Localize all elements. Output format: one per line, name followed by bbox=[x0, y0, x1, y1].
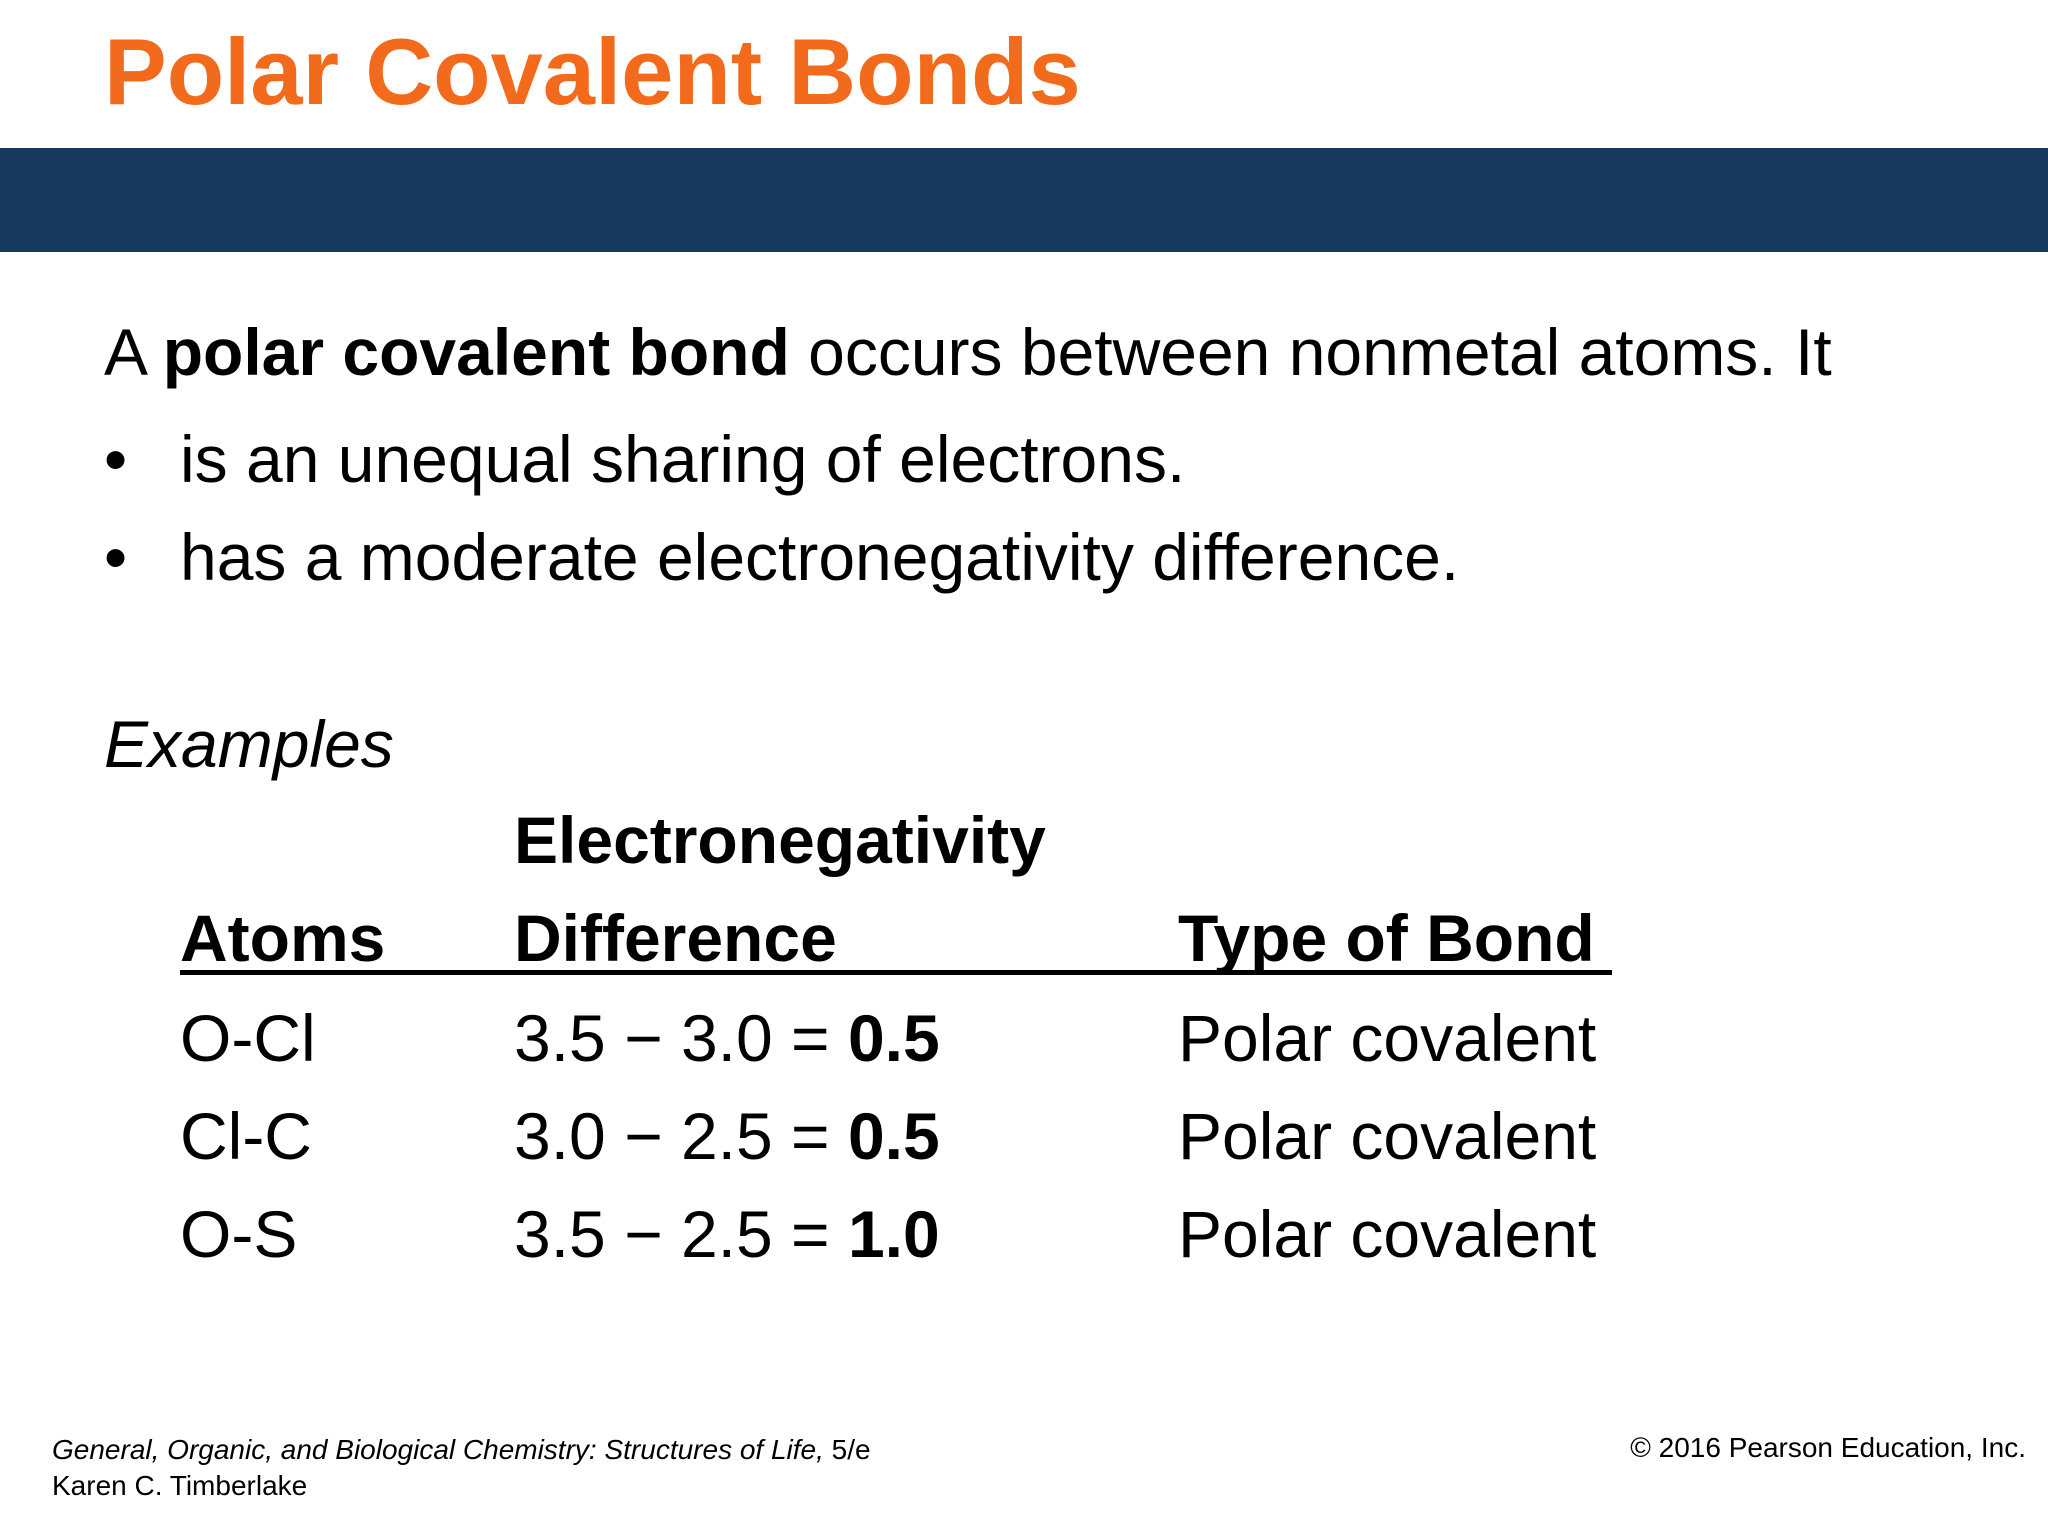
row-type: Polar covalent bbox=[1178, 1099, 1597, 1173]
row-difference: 3.5 − 2.5 = 1.0 bbox=[514, 1194, 940, 1274]
intro-sentence: A polar covalent bond occurs between non… bbox=[104, 312, 1832, 392]
row-atoms: Cl-C bbox=[180, 1099, 312, 1173]
bullet-text: is an unequal sharing of electrons. bbox=[180, 422, 1186, 496]
bullet-list: • is an unequal sharing of electrons. • … bbox=[104, 410, 1459, 606]
examples-label: Examples bbox=[104, 707, 394, 781]
row-type: Polar covalent bbox=[1178, 1001, 1597, 1075]
footer-copyright: © 2016 Pearson Education, Inc. bbox=[1630, 1432, 2026, 1463]
bullet-item: • is an unequal sharing of electrons. bbox=[104, 410, 1459, 508]
footer-author: Karen C. Timberlake bbox=[52, 1470, 308, 1501]
bullet-dot-icon: • bbox=[104, 422, 128, 496]
footer-edition: 5/e bbox=[823, 1434, 871, 1465]
row-result: 1.0 bbox=[847, 1197, 940, 1271]
header-underline bbox=[180, 970, 1612, 975]
intro-term: polar covalent bond bbox=[162, 315, 790, 389]
slide-title: Polar Covalent Bonds bbox=[104, 19, 1081, 124]
row-expression: 3.0 − 2.5 = bbox=[514, 1099, 848, 1173]
row-expression: 3.5 − 2.5 = bbox=[514, 1197, 848, 1271]
header-difference-line2: Difference bbox=[514, 901, 837, 975]
header-difference-line1: Electronegativity bbox=[514, 803, 1046, 877]
intro-prefix: A bbox=[104, 315, 163, 389]
footer-citation: General, Organic, and Biological Chemist… bbox=[52, 1432, 871, 1504]
row-expression: 3.5 − 3.0 = bbox=[514, 1001, 848, 1075]
bullet-item: • has a moderate electronegativity diffe… bbox=[104, 508, 1459, 606]
row-atoms: O-S bbox=[180, 1197, 298, 1271]
row-difference: 3.0 − 2.5 = 0.5 bbox=[514, 1096, 940, 1176]
row-type: Polar covalent bbox=[1178, 1197, 1597, 1271]
intro-suffix: occurs between nonmetal atoms. It bbox=[789, 315, 1832, 389]
header-atoms: Atoms bbox=[180, 901, 386, 975]
row-result: 0.5 bbox=[847, 1099, 940, 1173]
row-result: 0.5 bbox=[847, 1001, 940, 1075]
footer-book-title: General, Organic, and Biological Chemist… bbox=[52, 1434, 824, 1465]
title-band bbox=[0, 148, 2048, 252]
bullet-dot-icon: • bbox=[104, 520, 128, 594]
header-type: Type of Bond bbox=[1178, 901, 1595, 975]
row-difference: 3.5 − 3.0 = 0.5 bbox=[514, 998, 940, 1078]
bullet-text: has a moderate electronegativity differe… bbox=[180, 520, 1460, 594]
row-atoms: O-Cl bbox=[180, 1001, 316, 1075]
footer-book: General, Organic, and Biological Chemist… bbox=[52, 1432, 871, 1468]
